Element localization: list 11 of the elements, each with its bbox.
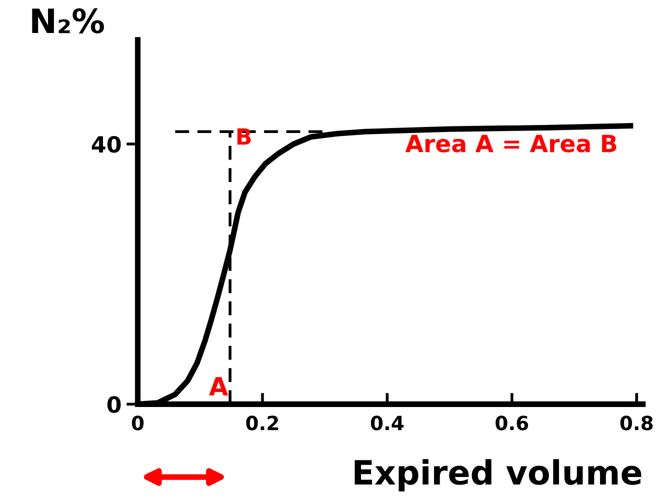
y-tick-label: 40 — [92, 136, 121, 153]
annotation: Area A = Area B — [405, 134, 616, 152]
y-axis-title: N₂% — [32, 8, 104, 34]
x-tick-label: 0 — [132, 416, 144, 430]
annotation: A — [209, 377, 228, 396]
x-tick-label: 0.6 — [496, 416, 528, 430]
x-axis-title: Expired volume — [354, 459, 642, 492]
x-tick-label: 0.4 — [370, 416, 404, 430]
x-tick-label: 0.2 — [246, 416, 278, 430]
annotation: B — [237, 128, 251, 145]
x-tick-label: 0.8 — [620, 416, 653, 430]
